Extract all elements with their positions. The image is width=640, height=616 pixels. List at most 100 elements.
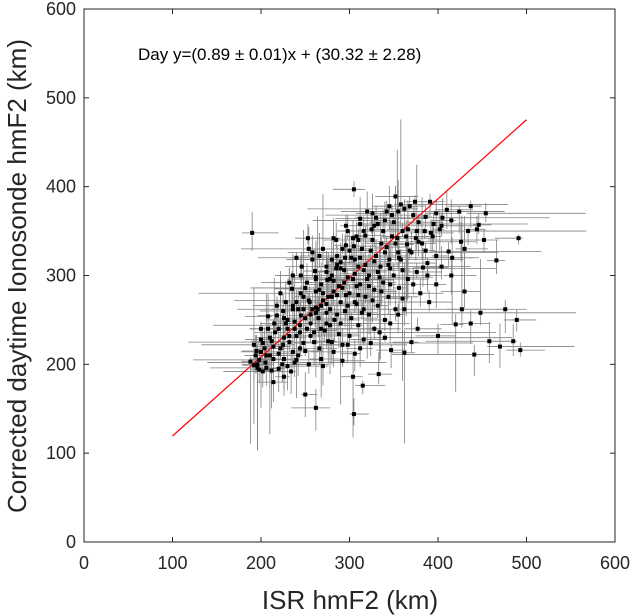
data-point [395,236,400,241]
data-point [281,309,286,314]
data-point [388,266,393,271]
data-point [369,227,374,232]
data-point [290,349,295,354]
data-point [349,316,354,321]
data-point [262,346,267,351]
data-point [356,264,361,269]
data-point [414,229,419,234]
x-axis-title: ISR hmF2 (km) [262,585,438,615]
data-point [414,269,419,274]
y-tick-label: 200 [46,354,76,374]
data-point [361,268,366,273]
data-point [374,253,379,258]
data-point [301,341,306,346]
data-point [290,303,295,308]
data-point [322,328,327,333]
data-point [365,277,370,282]
data-point [274,303,279,308]
data-point [413,236,418,241]
data-point [301,294,306,299]
data-point [280,362,285,367]
data-point [342,268,347,273]
data-point [514,317,519,322]
data-point [340,246,345,251]
data-point [347,291,352,296]
data-point [503,307,508,312]
data-point [375,221,380,226]
data-point [313,310,318,315]
data-point [324,310,329,315]
data-point [290,273,295,278]
data-point [320,246,325,251]
data-point [271,380,276,385]
y-axis-title: Corrected daytime Ionosonde hmF2 (km) [2,39,32,513]
data-point [257,367,262,372]
data-point [428,230,433,235]
data-point [271,344,276,349]
data-point [381,280,386,285]
data-point [396,209,401,214]
data-point [329,294,334,299]
data-point [287,340,292,345]
data-point [472,352,477,357]
data-point [370,298,375,303]
data-point [338,260,343,265]
data-point [274,313,279,318]
data-point [356,237,361,242]
y-tick-label: 600 [46,0,76,19]
data-point [264,365,269,370]
data-point [384,209,389,214]
data-point [287,280,292,285]
data-point [312,269,317,274]
data-point [377,330,382,335]
data-point [405,242,410,247]
data-point [328,323,333,328]
data-point [255,362,260,367]
data-point [516,236,521,241]
data-point [345,303,350,308]
data-point [283,300,288,305]
data-point [289,286,294,291]
data-point [343,223,348,228]
data-point [365,209,370,214]
data-point [313,405,318,410]
data-point [306,246,311,251]
data-point [444,207,449,212]
data-point [292,319,297,324]
data-point [374,215,379,220]
data-point [251,363,256,368]
data-point [376,372,381,377]
data-point [388,282,393,287]
data-point [466,229,471,234]
data-point [335,312,340,317]
data-point [363,262,368,267]
y-tick-label: 400 [46,177,76,197]
data-point [292,360,297,365]
data-point [308,312,313,317]
data-point [292,326,297,331]
data-point [402,307,407,312]
data-point [434,253,439,258]
data-point [345,229,350,234]
data-point [316,316,321,321]
data-point [368,248,373,253]
y-tick-label: 0 [66,532,76,552]
data-point [363,294,368,299]
data-point [266,314,271,319]
data-point [340,358,345,363]
data-point [297,323,302,328]
data-point [335,253,340,258]
data-point [303,316,308,321]
data-point [409,340,414,345]
data-point [439,264,444,269]
data-point [370,237,375,242]
data-point [431,221,436,226]
data-point [487,339,492,344]
data-point [368,341,373,346]
data-point [351,244,356,249]
data-point [298,291,303,296]
data-point [352,351,357,356]
data-point [370,211,375,216]
data-point [511,339,516,344]
